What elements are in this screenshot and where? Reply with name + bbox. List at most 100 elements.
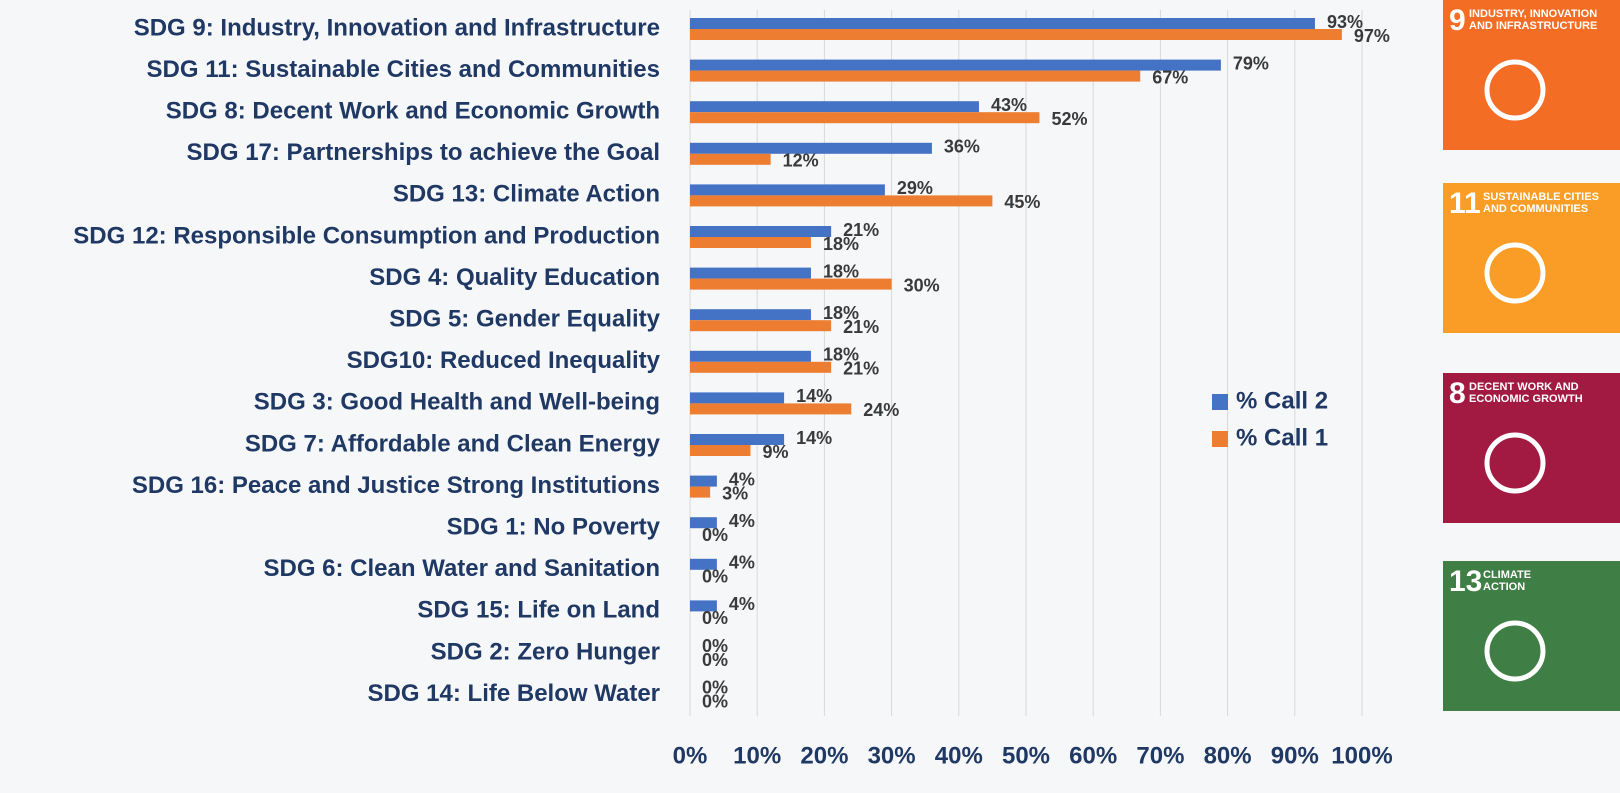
tile-label: CLIMATE [1483,569,1531,581]
category-label: SDG 3: Good Health and Well-being [254,389,660,416]
bar [690,320,832,332]
x-tick-label: 50% [1002,742,1050,769]
value-label: 21% [843,317,879,337]
value-label: 67% [1152,67,1188,87]
x-tick-label: 40% [935,742,983,769]
value-label: 45% [1004,192,1040,212]
bar [690,403,852,415]
value-label: 0% [702,691,728,711]
value-label: 29% [897,178,933,198]
bar [690,70,1141,82]
value-label: 24% [863,400,899,420]
x-tick-label: 0% [673,742,708,769]
tile-label: INDUSTRY, INNOVATION [1469,8,1597,20]
tile-background [1443,183,1620,333]
bar [690,434,785,445]
tile-number: 11 [1449,187,1481,220]
bar [690,112,1040,124]
bar [690,18,1315,29]
bar [690,184,885,196]
value-label: 4% [729,594,755,614]
x-tick-label: 100% [1331,742,1392,769]
tile-number: 9 [1449,4,1466,37]
value-label: 3% [722,483,748,503]
value-label: 30% [904,275,940,295]
category-label: SDG 14: Life Below Water [368,680,661,707]
category-label: SDG 6: Clean Water and Sanitation [263,555,660,582]
tile-background [1443,561,1620,711]
bar [690,101,979,113]
value-label: 4% [729,469,755,489]
tile-number: 13 [1449,565,1482,598]
category-label: SDG 9: Industry, Innovation and Infrastr… [134,14,660,41]
bar [690,350,811,362]
tile-label: ACTION [1483,581,1525,593]
value-label: 0% [702,677,728,697]
bar [690,361,832,373]
value-label: 0% [702,650,728,670]
x-tick-label: 90% [1271,742,1319,769]
tile-icon [1484,620,1546,682]
category-label: SDG10: Reduced Inequality [347,347,661,374]
value-label: 18% [823,261,859,281]
tile-label: SUSTAINABLE CITIES [1483,191,1599,203]
value-label: 4% [729,511,755,531]
category-label: SDG 11: Sustainable Cities and Communiti… [147,56,660,83]
tile-label: ECONOMIC GROWTH [1469,393,1583,405]
value-label: 0% [702,636,728,656]
category-label: SDG 2: Zero Hunger [431,638,660,665]
legend-label: % Call 2 [1236,387,1328,414]
x-tick-label: 60% [1069,742,1117,769]
legend-swatch [1212,394,1228,410]
tile-icon [1484,242,1546,304]
category-label: SDG 4: Quality Education [369,264,660,291]
category-label: SDG 13: Climate Action [393,181,660,208]
value-label: 14% [796,428,832,448]
category-label: SDG 8: Decent Work and Economic Growth [166,98,660,125]
bar [690,475,717,487]
value-label: 52% [1051,109,1087,129]
category-label: SDG 15: Life on Land [417,597,660,624]
value-label: 0% [702,567,728,587]
bar [690,445,751,456]
value-label: 0% [702,525,728,545]
value-label: 18% [823,234,859,254]
x-tick-label: 70% [1136,742,1184,769]
value-label: 4% [729,553,755,573]
bar [690,267,811,279]
bar [690,195,993,207]
value-label: 18% [823,345,859,365]
tile-background [1443,373,1620,523]
bar [690,226,832,237]
bar [690,142,932,154]
category-label: SDG 12: Responsible Consumption and Prod… [73,222,660,249]
value-label: 79% [1233,53,1269,73]
tile-label: AND COMMUNITIES [1483,203,1588,215]
x-tick-label: 30% [868,742,916,769]
tile-background [1443,0,1620,150]
x-tick-label: 80% [1204,742,1252,769]
legend-label: % Call 1 [1236,424,1328,451]
tile-icon [1484,432,1546,494]
tile-label: DECENT WORK AND [1469,381,1579,393]
bar [690,600,717,612]
value-label: 36% [944,137,980,157]
value-label: 21% [843,359,879,379]
category-label: SDG 1: No Poverty [447,514,661,541]
category-label: SDG 5: Gender Equality [389,306,660,333]
value-label: 93% [1327,12,1363,32]
bar [690,237,811,248]
bar [690,486,711,498]
bar [690,59,1221,71]
value-label: 43% [991,95,1027,115]
bar [690,278,892,290]
bar [690,153,771,165]
bar [690,392,785,404]
category-label: SDG 17: Partnerships to achieve the Goal [187,139,660,166]
